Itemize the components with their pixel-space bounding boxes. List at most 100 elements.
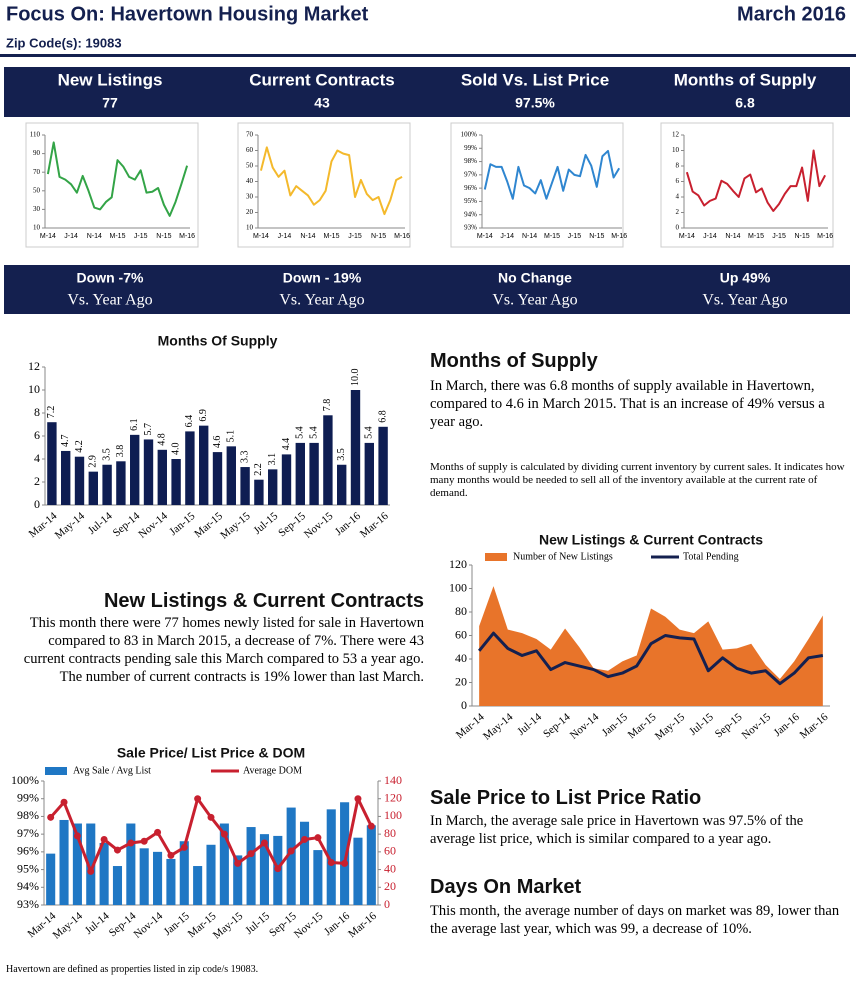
x-tick-label: J-14 xyxy=(500,233,514,240)
kpi-comparison: Vs. Year Ago xyxy=(67,292,152,309)
y-tick-label: 12 xyxy=(28,359,40,373)
y2-tick-label: 0 xyxy=(384,897,390,911)
bar xyxy=(326,809,336,905)
marker xyxy=(60,798,68,806)
line xyxy=(477,631,824,686)
kpi-title: Sold Vs. List Price xyxy=(461,70,609,89)
bar xyxy=(61,450,71,505)
x-tick-label: J-15 xyxy=(348,233,362,240)
y-tick-label: 110 xyxy=(30,131,41,139)
chart-title: Sale Price/ List Price & DOM xyxy=(117,745,305,761)
legend-label: Average DOM xyxy=(243,765,302,776)
x-tick-label: J-15 xyxy=(772,233,786,240)
value-label: 4.7 xyxy=(60,434,71,447)
y-tick-label: 70 xyxy=(33,168,41,176)
sparkline-frame xyxy=(25,122,199,248)
bar xyxy=(340,802,350,905)
value-label: 10.0 xyxy=(350,369,361,387)
zip-code: Zip Code(s): 19083 xyxy=(6,35,122,50)
y-tick-label: 40 xyxy=(246,177,254,185)
x-tick-label: M-14 xyxy=(253,233,269,240)
y2-tick-label: 40 xyxy=(384,861,396,875)
change-band xyxy=(4,265,850,314)
y-tick-label: 100% xyxy=(11,773,39,787)
marker xyxy=(194,795,202,803)
x-tick-label: Nov-14 xyxy=(568,711,602,742)
chart-title: Months Of Supply xyxy=(158,333,278,349)
bar xyxy=(59,819,69,905)
line xyxy=(685,149,827,212)
value-label: 3.5 xyxy=(336,448,347,461)
y-tick-label: 99% xyxy=(17,790,39,804)
marker xyxy=(234,859,242,867)
legend-swatch xyxy=(485,553,507,561)
kpi-comparison: Vs. Year Ago xyxy=(702,292,787,309)
kpi-title: Months of Supply xyxy=(674,70,817,89)
bar xyxy=(86,823,96,905)
value-label: 2.2 xyxy=(253,463,264,476)
bar xyxy=(286,807,296,905)
x-tick-label: M-16 xyxy=(179,233,195,240)
y-tick-label: 6 xyxy=(676,177,680,185)
header-rule xyxy=(0,54,856,57)
y-tick-label: 2 xyxy=(676,208,680,216)
bar xyxy=(259,834,269,905)
y-tick-label: 40 xyxy=(455,651,467,665)
marker xyxy=(87,867,95,875)
bar xyxy=(139,848,149,905)
x-tick-label: J-14 xyxy=(64,233,78,240)
x-tick-label: J-15 xyxy=(568,233,582,240)
x-tick-label: M-14 xyxy=(477,233,493,240)
kpi-title: Current Contracts xyxy=(249,70,394,89)
bar xyxy=(240,467,250,505)
section-heading: Months of Supply xyxy=(430,350,598,372)
sparkline-frame xyxy=(660,122,834,248)
x-tick-label: Jul-15 xyxy=(243,910,272,937)
bar xyxy=(378,426,388,505)
marker xyxy=(140,837,148,845)
value-label: 7.8 xyxy=(322,399,333,412)
marker xyxy=(180,843,188,851)
x-tick-label: May-14 xyxy=(53,510,88,542)
bar xyxy=(46,853,56,905)
kpi-title: New Listings xyxy=(58,70,163,89)
kpi-comparison: Vs. Year Ago xyxy=(279,292,364,309)
bar xyxy=(153,851,163,905)
kpi-change: Down -7% xyxy=(77,270,144,286)
x-tick-label: Jan-16 xyxy=(772,711,803,739)
section-body: In March, the average sale price in Have… xyxy=(430,813,804,847)
value-label: 4.0 xyxy=(170,443,181,456)
bar xyxy=(102,464,112,505)
value-label: 4.8 xyxy=(157,433,168,446)
x-tick-label: Nov-15 xyxy=(302,510,336,541)
y2-tick-label: 80 xyxy=(384,826,396,840)
bar xyxy=(364,442,374,505)
y-tick-label: 20 xyxy=(246,208,254,216)
x-tick-label: Nov-15 xyxy=(740,711,774,742)
marker xyxy=(220,830,228,838)
x-tick-label: N-15 xyxy=(156,233,171,240)
x-tick-label: J-15 xyxy=(134,233,148,240)
y-tick-label: 30 xyxy=(33,205,41,213)
bar xyxy=(309,442,319,505)
y-tick-label: 50 xyxy=(33,186,41,194)
y-tick-label: 60 xyxy=(246,146,254,154)
marker xyxy=(154,828,162,836)
marker xyxy=(301,835,309,843)
x-tick-label: May-15 xyxy=(653,711,688,743)
y-tick-label: 8 xyxy=(676,162,680,170)
marker xyxy=(274,865,282,873)
y-tick-label: 95% xyxy=(464,197,477,205)
marker xyxy=(73,832,81,840)
kpi-value: 77 xyxy=(102,95,118,111)
x-tick-label: N-15 xyxy=(589,233,604,240)
bar xyxy=(185,431,195,505)
x-tick-label: May-14 xyxy=(481,711,516,743)
value-label: 3.1 xyxy=(267,453,278,466)
marker xyxy=(327,858,335,866)
y-tick-label: 97% xyxy=(17,826,39,840)
bar xyxy=(337,464,347,505)
x-tick-label: M-16 xyxy=(817,233,833,240)
x-tick-label: N-14 xyxy=(87,233,102,240)
y-tick-label: 94% xyxy=(464,210,477,218)
